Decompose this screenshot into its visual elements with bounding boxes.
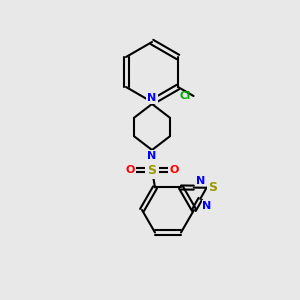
Text: O: O <box>126 165 135 175</box>
Text: N: N <box>147 93 157 103</box>
Text: S: S <box>208 181 217 194</box>
Text: N: N <box>147 151 157 161</box>
Text: S: S <box>148 164 157 176</box>
Text: O: O <box>169 165 178 175</box>
Text: N: N <box>196 176 205 186</box>
Text: N: N <box>202 201 212 211</box>
Text: Cl: Cl <box>179 91 191 101</box>
